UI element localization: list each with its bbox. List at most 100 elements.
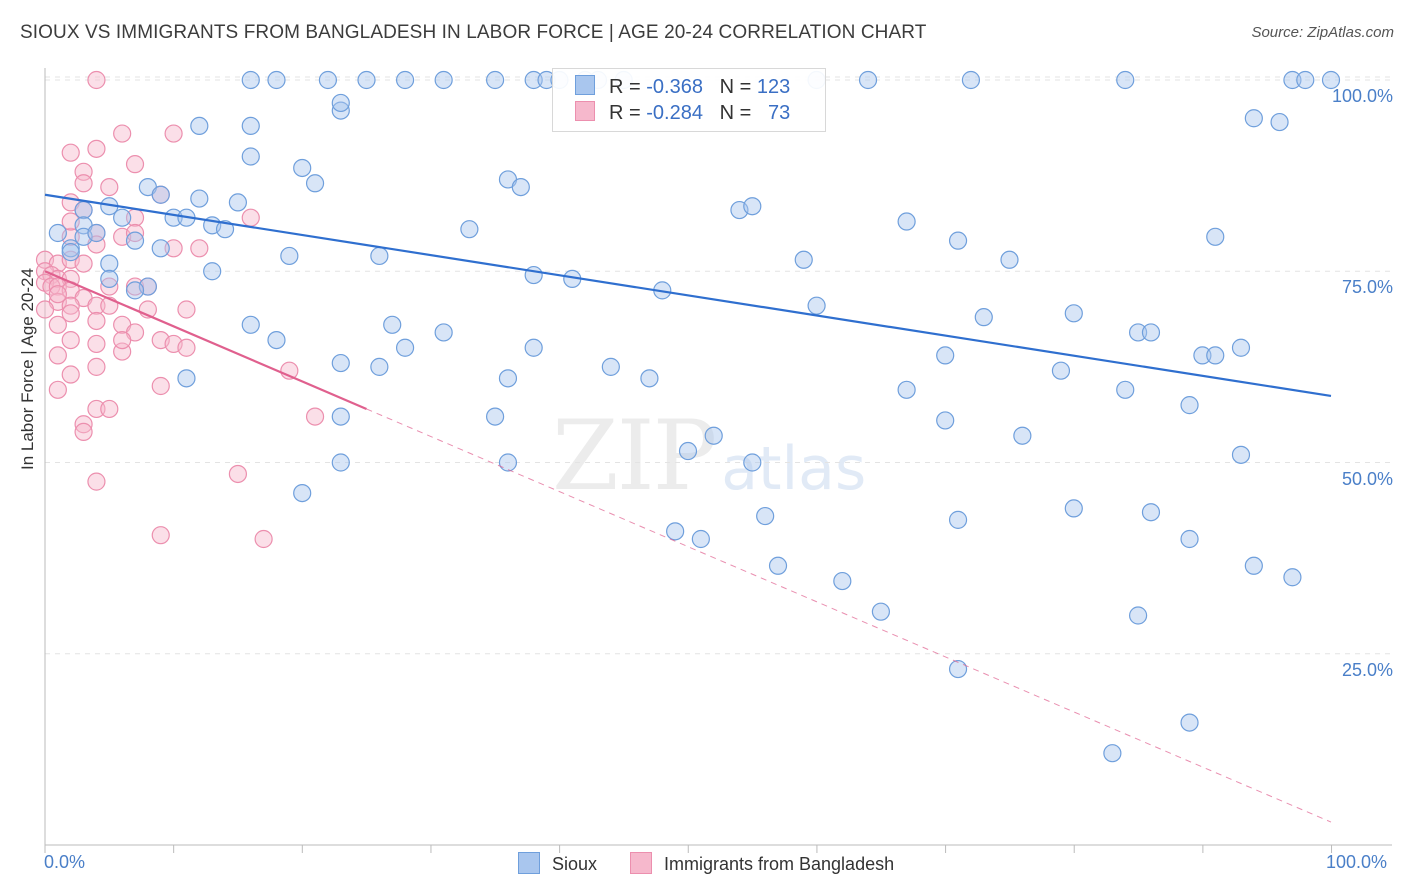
chart-title: SIOUX VS IMMIGRANTS FROM BANGLADESH IN L… [20, 22, 927, 43]
sioux-point [640, 369, 659, 388]
sioux-point [331, 101, 350, 120]
sioux-point [498, 369, 518, 388]
sioux-point [293, 484, 312, 503]
sioux-point [1141, 323, 1161, 342]
bangladesh-point [61, 296, 80, 315]
sioux-point [1128, 606, 1148, 625]
bangladesh-point [48, 380, 67, 399]
sioux-point [948, 231, 968, 250]
bangladesh-point [74, 422, 93, 441]
sioux-point [1244, 556, 1263, 575]
sioux-point [1116, 70, 1135, 90]
sioux-point [1180, 396, 1199, 415]
sioux-point [74, 200, 93, 220]
sioux-point [936, 346, 955, 365]
sioux-point [305, 174, 325, 193]
sioux-point [331, 453, 350, 472]
bangladesh-point [125, 155, 145, 174]
sioux-point [460, 220, 479, 239]
sioux-point [1064, 499, 1083, 518]
sioux-point [177, 369, 196, 388]
sioux-point [87, 223, 106, 243]
sioux-point [151, 239, 170, 258]
sioux-point [190, 189, 209, 208]
bangladesh-point [113, 124, 132, 143]
bangladesh-point [48, 346, 67, 365]
sioux-point [524, 265, 543, 285]
sioux-point [190, 116, 209, 136]
bangladesh-point [190, 239, 209, 258]
sioux-point [524, 70, 543, 90]
sioux-point [1141, 503, 1161, 522]
sioux-point [768, 556, 788, 575]
bangladesh-point [87, 311, 106, 331]
sioux-swatch [575, 75, 595, 95]
bangladesh-point [125, 223, 145, 243]
sioux-point [498, 453, 518, 472]
bangladesh-point [61, 365, 80, 384]
bangladesh-point [61, 304, 80, 323]
bangladesh-point [61, 331, 80, 350]
x-tick-label-min: 0.0% [44, 852, 86, 872]
bangladesh-point [48, 315, 67, 334]
sioux-point [61, 243, 80, 262]
sioux-point [1064, 304, 1083, 323]
bangladesh-legend-swatch [630, 852, 652, 874]
sioux-point [100, 254, 119, 273]
sioux-point [434, 70, 453, 90]
sioux-point [807, 296, 826, 315]
bangladesh-point [305, 407, 325, 426]
watermark: ZIP atlas [552, 400, 867, 512]
sioux-point [936, 411, 955, 430]
sioux-point [331, 353, 350, 373]
x-tick-label-max: 100.0% [1326, 852, 1388, 872]
sioux-point [1180, 713, 1199, 732]
legend-row-sioux: R = -0.368 N = 123 [575, 75, 790, 101]
sioux-point [1103, 744, 1122, 763]
bangladesh-point [74, 415, 93, 434]
sioux-point [1128, 323, 1148, 342]
sioux-point [434, 323, 453, 342]
bangladesh-point [87, 70, 106, 90]
bangladesh-point [228, 464, 247, 484]
sioux-point [1270, 112, 1289, 132]
sioux-point [203, 262, 222, 281]
sioux-point [280, 246, 299, 266]
bangladesh-point [151, 526, 170, 545]
sioux-point [241, 70, 260, 90]
sioux-point [1013, 426, 1032, 445]
sioux-point [1000, 250, 1019, 269]
bangladesh-r-value: -0.284 [646, 102, 703, 124]
bangladesh-point [100, 178, 119, 197]
bangladesh-point [87, 357, 106, 376]
sioux-point [743, 197, 762, 216]
sioux-point [511, 178, 530, 197]
sioux-point [1283, 568, 1302, 587]
sioux-trend-line [44, 193, 1332, 398]
sioux-point [1244, 109, 1263, 128]
sioux-legend-swatch [518, 852, 540, 874]
y-tick-label: 75.0% [1341, 277, 1393, 298]
sioux-point [691, 529, 710, 549]
sioux-point [871, 602, 891, 621]
bangladesh-point [100, 399, 119, 419]
bangladesh-point [151, 376, 170, 396]
sioux-point [241, 315, 260, 334]
bangladesh-point [164, 124, 183, 143]
sioux-point [486, 70, 505, 90]
y-axis-label: In Labor Force | Age 20-24 [18, 268, 37, 470]
sioux-point [383, 315, 402, 334]
sioux-point [318, 70, 338, 90]
bangladesh-point [74, 174, 93, 193]
bangladesh-point [164, 239, 183, 258]
sioux-r-value: -0.368 [646, 76, 703, 98]
sioux-point [1206, 346, 1225, 365]
sioux-point [858, 70, 878, 90]
sioux-point [1321, 70, 1341, 90]
sioux-point [228, 193, 247, 212]
sioux-point [704, 426, 723, 445]
sioux-point [48, 223, 67, 243]
sioux-point [1296, 70, 1315, 90]
sioux-point [948, 510, 968, 529]
